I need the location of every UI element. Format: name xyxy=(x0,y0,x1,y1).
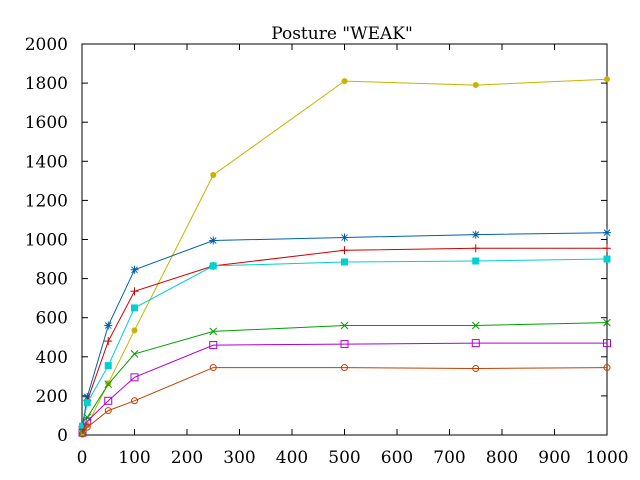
y-tick-label: 0 xyxy=(57,426,68,446)
series-blue-point xyxy=(209,236,218,245)
series-red-point xyxy=(104,337,113,346)
series-purple-point xyxy=(340,340,349,349)
series-green-point xyxy=(209,327,218,336)
y-tick-label: 200 xyxy=(36,387,68,407)
series-purple-point xyxy=(130,373,139,382)
series-orange-point xyxy=(603,364,611,372)
series-green-point xyxy=(603,318,611,327)
series-red-point xyxy=(340,246,349,255)
series-green-line xyxy=(82,322,608,433)
series-cyan-point xyxy=(104,362,112,370)
series-orange-point xyxy=(341,364,348,372)
x-tick-label: 800 xyxy=(486,448,518,468)
series-purple-point xyxy=(78,428,87,437)
x-tick-label: 200 xyxy=(171,448,203,468)
series-green-point xyxy=(471,321,480,330)
series-blue-point xyxy=(104,321,113,330)
x-tick-label: 400 xyxy=(276,448,308,468)
series-orange-point xyxy=(209,364,217,372)
x-tick-label: 1000 xyxy=(585,448,628,468)
series-purple-point xyxy=(209,341,218,350)
series-cyan-line xyxy=(82,258,608,427)
x-tick-label: 0 xyxy=(77,448,88,468)
series-olive-point xyxy=(131,327,138,334)
series-purple-point xyxy=(471,339,480,348)
chart-title: Posture "WEAK" xyxy=(271,24,413,44)
y-tick-label: 800 xyxy=(36,270,68,290)
series-olive xyxy=(79,76,610,437)
series-cyan-point xyxy=(472,257,480,265)
series-orange-point xyxy=(83,423,91,431)
series-olive-point xyxy=(341,78,348,85)
y-tick-label: 600 xyxy=(36,309,68,329)
series-red-point xyxy=(130,287,139,296)
axes: 0 200 400 600 800 1000 1200 1400 1600 1800 2000 0 10… xyxy=(25,35,629,468)
series-orange-line xyxy=(82,367,608,435)
series-red-point xyxy=(603,244,611,253)
series-orange-point xyxy=(131,397,138,405)
series-cyan-point xyxy=(341,258,348,266)
series-blue-point xyxy=(340,233,349,242)
x-tick-label: 600 xyxy=(381,448,413,468)
series-olive-point xyxy=(210,171,217,178)
series-blue-point xyxy=(130,265,139,274)
y-tick-label: 1600 xyxy=(25,113,68,133)
series-green-point xyxy=(104,380,113,389)
y-tick-label: 1000 xyxy=(25,231,68,251)
y-tick-label: 2000 xyxy=(25,35,68,55)
series-green-point xyxy=(340,321,349,330)
series-blue-point xyxy=(471,230,480,239)
series-blue-point xyxy=(603,228,611,237)
series-purple xyxy=(78,339,611,437)
x-tick-label: 300 xyxy=(223,448,255,468)
series-blue-line xyxy=(82,232,608,427)
series-purple-point xyxy=(603,339,611,348)
y-tick-label: 1800 xyxy=(25,74,68,94)
series-cyan-point xyxy=(209,262,217,270)
series-red xyxy=(78,244,611,432)
x-tick-label: 900 xyxy=(538,448,570,468)
series-purple-point xyxy=(83,417,92,426)
series-purple-point xyxy=(104,396,113,405)
series-olive-line xyxy=(82,78,608,434)
y-tick-label: 1400 xyxy=(25,152,68,172)
series-olive-point xyxy=(105,380,112,387)
series-orange-point xyxy=(79,430,87,438)
series-cyan xyxy=(79,255,611,430)
y-tick-label: 1200 xyxy=(25,191,68,211)
series-orange-point xyxy=(472,365,480,373)
x-tick-label: 500 xyxy=(328,448,360,468)
series-green xyxy=(78,318,611,436)
series-cyan-point xyxy=(79,422,87,430)
series-red-point xyxy=(471,244,480,253)
series-green-point xyxy=(130,350,139,358)
series-cyan-point xyxy=(131,304,138,312)
x-tick-label: 100 xyxy=(118,448,150,468)
series-orange-point xyxy=(104,407,112,415)
series-cyan-point xyxy=(83,399,91,407)
series-olive-point xyxy=(472,82,479,89)
series-blue xyxy=(78,228,611,431)
series-red-line xyxy=(82,247,607,428)
series-purple-line xyxy=(82,342,607,433)
series-orange xyxy=(79,364,611,438)
series-olive-point xyxy=(604,76,610,83)
y-tick-label: 400 xyxy=(36,348,68,368)
series-group xyxy=(78,76,611,438)
series-cyan-point xyxy=(603,255,611,263)
x-tick-label: 700 xyxy=(433,448,465,468)
